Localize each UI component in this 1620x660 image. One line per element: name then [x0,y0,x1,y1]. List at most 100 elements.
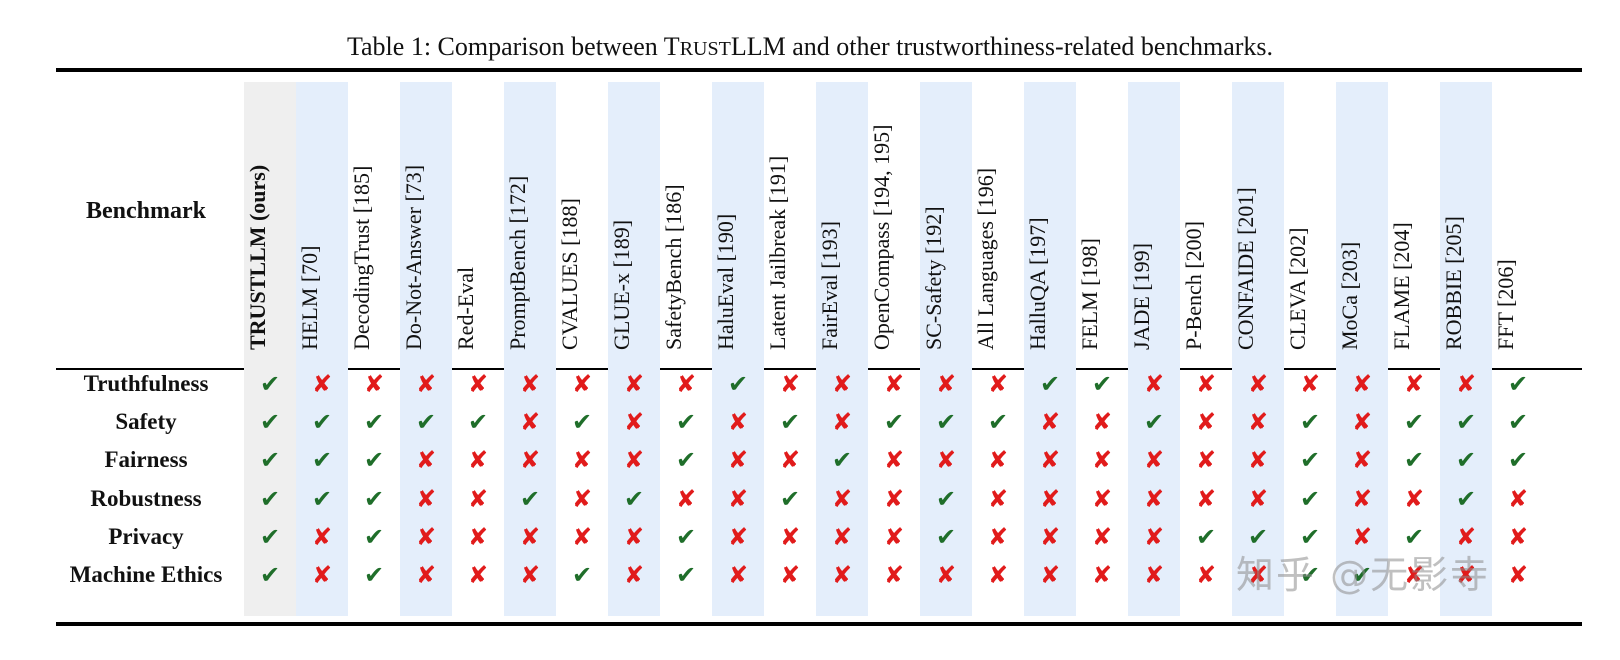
cross-mark-icon: ✘ [519,522,541,551]
column-header-label: GLUE-x [189] [609,219,634,350]
column-header-label: HELM [70] [297,245,322,350]
check-mark-icon: ✔ [935,522,957,551]
cross-mark-icon: ✘ [779,522,801,551]
check-mark-icon: ✔ [1403,446,1425,475]
cross-mark-icon: ✘ [1247,561,1269,589]
check-mark-icon: ✔ [259,522,281,551]
column-header-label: FairEval [193] [817,221,842,350]
column-header-label: CLEVA [202] [1285,227,1310,350]
column-header-label: FFT [206] [1493,259,1518,350]
column-header-label: FLAME [204] [1389,222,1414,350]
column-header-label: ROBBIE [205] [1441,216,1466,350]
check-mark-icon: ✔ [1507,370,1529,398]
column-header: CVALUES [188] [556,84,608,362]
row-label: Privacy [108,523,184,549]
cross-mark-icon: ✘ [1143,370,1165,398]
cross-mark-icon: ✘ [467,446,489,475]
column-header-label: CONFAIDE [201] [1233,187,1258,350]
check-mark-icon: ✔ [363,522,385,551]
check-mark-icon: ✔ [1455,484,1477,513]
cross-mark-icon: ✘ [1195,484,1217,513]
cross-mark-icon: ✘ [987,484,1009,513]
top-rule [56,68,1582,72]
cross-mark-icon: ✘ [675,370,697,398]
cross-mark-icon: ✘ [1351,370,1373,398]
cross-mark-icon: ✘ [1091,561,1113,589]
check-mark-icon: ✔ [675,446,697,475]
cross-mark-icon: ✘ [1195,370,1217,398]
table-caption: Table 1: Comparison between TRUSTLLM and… [346,32,1274,61]
cross-mark-icon: ✘ [1351,522,1373,551]
cross-mark-icon: ✘ [1143,561,1165,589]
column-header: OpenCompass [194, 195] [868,84,920,362]
cross-mark-icon: ✘ [1039,408,1061,437]
check-mark-icon: ✔ [675,561,697,589]
cross-mark-icon: ✘ [831,370,853,398]
check-mark-icon: ✔ [259,370,281,398]
column-shading [296,82,348,616]
cross-mark-icon: ✘ [1351,446,1373,475]
column-header-label: OpenCompass [194, 195] [869,124,894,350]
cross-mark-icon: ✘ [467,370,489,398]
cross-mark-icon: ✘ [1351,408,1373,437]
check-mark-icon: ✔ [1299,408,1321,437]
check-mark-icon: ✔ [1403,408,1425,437]
cross-mark-icon: ✘ [1403,484,1425,513]
cross-mark-icon: ✘ [883,484,905,513]
column-shading [920,82,972,616]
column-header-label: Do-Not-Answer [73] [401,164,426,350]
check-mark-icon: ✔ [987,408,1009,437]
cross-mark-icon: ✘ [1143,446,1165,475]
column-shading [1128,82,1180,616]
cross-mark-icon: ✘ [1455,561,1477,589]
cross-mark-icon: ✘ [571,446,593,475]
cross-mark-icon: ✘ [311,561,333,589]
cross-mark-icon: ✘ [1143,484,1165,513]
column-header: HELM [70] [296,84,348,362]
check-mark-icon: ✔ [571,561,593,589]
cross-mark-icon: ✘ [467,522,489,551]
check-mark-icon: ✔ [1507,408,1529,437]
check-mark-icon: ✔ [363,446,385,475]
cross-mark-icon: ✘ [571,370,593,398]
check-mark-icon: ✔ [1351,561,1373,589]
check-mark-icon: ✔ [467,408,489,437]
check-mark-icon: ✔ [935,484,957,513]
cross-mark-icon: ✘ [1039,446,1061,475]
cross-mark-icon: ✘ [1091,484,1113,513]
column-shading [1024,82,1076,616]
cross-mark-icon: ✘ [1247,484,1269,513]
column-header: FLAME [204] [1388,84,1440,362]
check-mark-icon: ✔ [1455,446,1477,475]
cross-mark-icon: ✘ [831,561,853,589]
cross-mark-icon: ✘ [363,370,385,398]
cross-mark-icon: ✘ [883,522,905,551]
cross-mark-icon: ✘ [571,484,593,513]
cross-mark-icon: ✘ [987,370,1009,398]
column-header: HalluQA [197] [1024,84,1076,362]
cross-mark-icon: ✘ [727,408,749,437]
check-mark-icon: ✔ [311,446,333,475]
column-header: FELM [198] [1076,84,1128,362]
cross-mark-icon: ✘ [415,446,437,475]
check-mark-icon: ✔ [519,484,541,513]
cross-mark-icon: ✘ [935,561,957,589]
check-mark-icon: ✔ [1299,522,1321,551]
cross-mark-icon: ✘ [1039,484,1061,513]
cross-mark-icon: ✘ [1455,522,1477,551]
cross-mark-icon: ✘ [571,522,593,551]
check-mark-icon: ✔ [1403,522,1425,551]
column-header-label: SafetyBench [186] [661,184,686,350]
column-header: FairEval [193] [816,84,868,362]
cross-mark-icon: ✘ [1091,446,1113,475]
row-label: Truthfulness [83,371,209,396]
column-header-label: All Languages [196] [973,167,998,350]
check-mark-icon: ✔ [415,408,437,437]
column-header-label: MoCa [203] [1337,241,1362,350]
cross-mark-icon: ✘ [1507,522,1529,551]
column-header-label: Latent Jailbreak [191] [765,155,790,350]
cross-mark-icon: ✘ [1507,561,1529,589]
watermark: 知乎 @无影寺 [1236,553,1491,597]
row-label: Machine Ethics [69,562,223,587]
cross-mark-icon: ✘ [1403,561,1425,589]
